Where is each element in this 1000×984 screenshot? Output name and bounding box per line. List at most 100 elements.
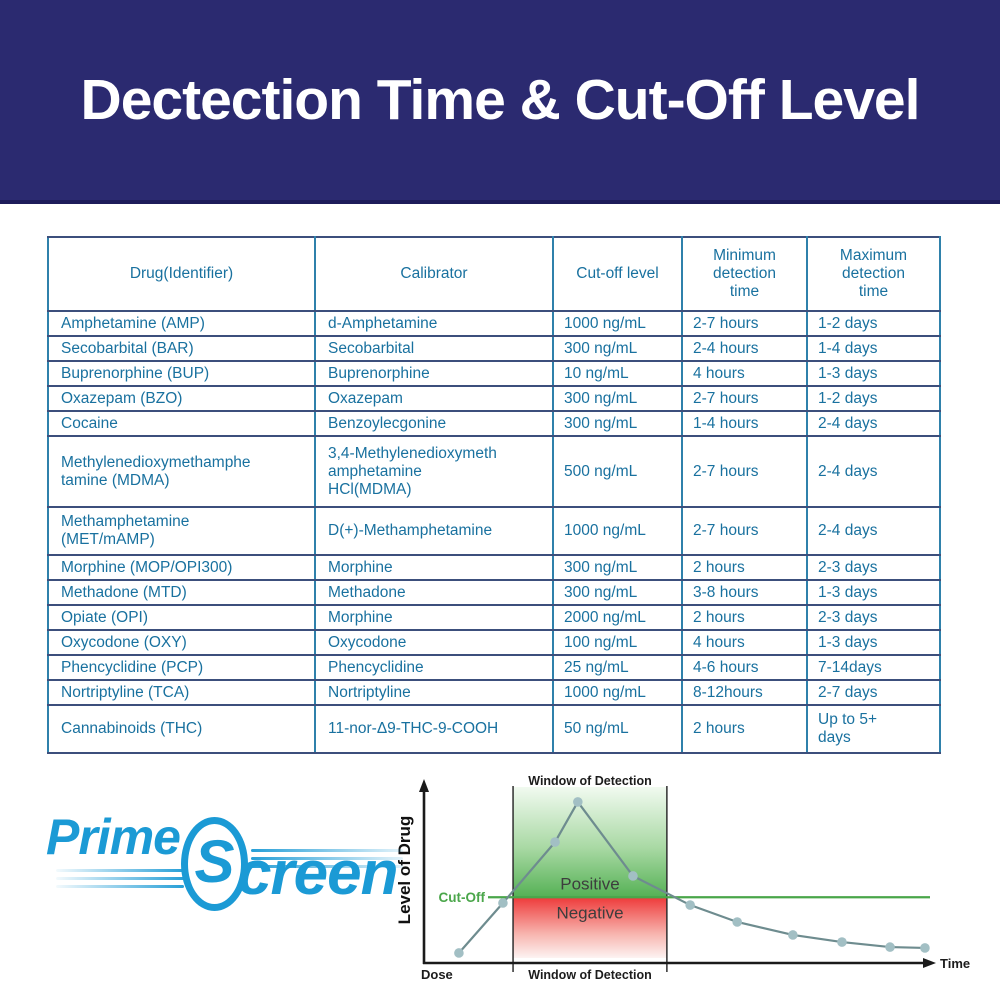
table-row: Opiate (OPI) Morphine 2000 ng/mL 2 hours 2-3…	[47, 604, 941, 631]
logo-s-letter: S	[194, 828, 235, 895]
table-cell-text: 2-7 hours	[693, 389, 759, 407]
table-row: Methylenedioxymethamphe tamine (MDMA) 3,4…	[47, 435, 941, 508]
table-cell: 50 ng/mL	[552, 704, 683, 754]
x-axis-arrow-icon	[923, 958, 936, 968]
table-cell: 25 ng/mL	[552, 654, 683, 681]
table-cell: 1-4 days	[806, 335, 941, 362]
table-cell: Nortriptyline	[314, 679, 554, 706]
table-cell-text: 50 ng/mL	[564, 720, 629, 737]
table-row: Nortriptyline (TCA) Nortriptyline 1000 ng/…	[47, 679, 941, 706]
table-cell: 11-nor-Δ9-THC-9-COOH	[314, 704, 554, 754]
table-cell: Nortriptyline (TCA)	[47, 679, 316, 706]
table-cell: 300 ng/mL	[552, 579, 683, 606]
table-cell-text: Buprenorphine	[328, 364, 430, 382]
table-row: Amphetamine (AMP) d-Amphetamine 1000 ng/mL…	[47, 310, 941, 337]
table-cell-text: 1-3 days	[818, 364, 878, 382]
table-cell-text: 2 hours	[693, 558, 745, 576]
table-cell: 2-4 days	[806, 435, 941, 508]
table-cell-text: Phencyclidine (PCP)	[61, 658, 204, 676]
chart-title-bottom: Window of Detection	[528, 968, 652, 982]
table-cell-text: 2-3 days	[818, 608, 878, 626]
y-axis	[419, 779, 429, 964]
table-cell-text: Benzoylecgonine	[328, 414, 447, 432]
table-cell: 4 hours	[681, 360, 808, 387]
negative-label: Negative	[556, 903, 623, 922]
table-cell: 2-7 hours	[681, 506, 808, 556]
table-cell-text: Cannabinoids (THC)	[61, 720, 203, 737]
table-cell-text: 2-7 hours	[693, 522, 759, 539]
data-point-dot	[885, 942, 895, 952]
table-cell-text: 1000 ng/mL	[564, 683, 646, 701]
y-axis-arrow-icon	[419, 779, 429, 792]
table-cell: 2-3 days	[806, 554, 941, 581]
table-cell-text: d-Amphetamine	[328, 314, 438, 332]
table-cell-text: Cocaine	[61, 414, 118, 432]
table-cell: Phencyclidine (PCP)	[47, 654, 316, 681]
table-cell: Methamphetamine (MET/mAMP)	[47, 506, 316, 556]
table-cell-text: 2 hours	[693, 608, 745, 626]
table-cell: Phencyclidine	[314, 654, 554, 681]
y-axis-label: Level of Drug	[395, 816, 414, 925]
table-cell: 2-4 days	[806, 506, 941, 556]
table-cell-text: 8-12hours	[693, 683, 763, 701]
table-cell-text: Nortriptyline (TCA)	[61, 683, 190, 701]
table-cell: 4 hours	[681, 629, 808, 656]
table-row: Cannabinoids (THC) 11-nor-Δ9-THC-9-COOH 50…	[47, 704, 941, 754]
column-header: Cut-off level	[552, 236, 683, 312]
table-cell-text: Methadone	[328, 583, 406, 601]
data-point-dot	[920, 943, 930, 953]
primescreen-logo: Prime S creen	[0, 780, 420, 970]
table-cell-text: Secobarbital	[328, 339, 415, 357]
table-cell: Oxycodone	[314, 629, 554, 656]
table-cell: 2 hours	[681, 554, 808, 581]
table-cell-text: Oxazepam (BZO)	[61, 389, 183, 407]
table-cell: 300 ng/mL	[552, 554, 683, 581]
table-cell: 7-14days	[806, 654, 941, 681]
table-cell-text: 2-7 days	[818, 683, 878, 701]
data-point-dot	[837, 937, 847, 947]
table-cell-text: 7-14days	[818, 658, 882, 676]
table-cell: 2-7 hours	[681, 385, 808, 412]
data-point-dot	[732, 917, 743, 927]
table-cell: d-Amphetamine	[314, 310, 554, 337]
table-row: Cocaine Benzoylecgonine 300 ng/mL 1-4 hours…	[47, 410, 941, 437]
logo-s-emblem: S	[181, 817, 248, 911]
table-cell: 300 ng/mL	[552, 335, 683, 362]
logo-text-creen: creen	[237, 839, 398, 908]
table-cell-text: Nortriptyline	[328, 683, 411, 701]
table-cell-text: 4-6 hours	[693, 658, 759, 676]
table-cell-text: 2-4 hours	[693, 339, 759, 357]
table-cell-text: Amphetamine (AMP)	[61, 314, 205, 332]
banner: Dectection Time & Cut-Off Level	[0, 0, 1000, 204]
table-cell: Morphine	[314, 554, 554, 581]
column-header-text: Cut-off level	[576, 265, 659, 282]
table-row: Methadone (MTD) Methadone 300 ng/mL 3-8 hou…	[47, 579, 941, 606]
logo-text-prime: Prime	[46, 809, 181, 865]
table-cell: 2-4 hours	[681, 335, 808, 362]
table-cell-text: Phencyclidine	[328, 658, 424, 676]
table-cell-text: 300 ng/mL	[564, 583, 638, 601]
table-cell-text: 11-nor-Δ9-THC-9-COOH	[328, 720, 499, 737]
table-cell-text: Secobarbital (BAR)	[61, 339, 194, 357]
column-header: Maximum detection time	[806, 236, 941, 312]
table-cell-text: 25 ng/mL	[564, 658, 629, 676]
table-cell: 500 ng/mL	[552, 435, 683, 508]
table-cell: Buprenorphine (BUP)	[47, 360, 316, 387]
table-header: Drug(Identifier) Calibrator Cut-off level M…	[47, 236, 941, 312]
table-cell-text: Morphine	[328, 608, 393, 626]
table-cell: D(+)-Methamphetamine	[314, 506, 554, 556]
table-row: Oxycodone (OXY) Oxycodone 100 ng/mL 4 hours…	[47, 629, 941, 656]
column-header: Calibrator	[314, 236, 554, 312]
table-cell: Secobarbital	[314, 335, 554, 362]
table-header-row: Drug(Identifier) Calibrator Cut-off level M…	[47, 236, 941, 312]
table-cell: Up to 5+ days	[806, 704, 941, 754]
table-cell: Oxazepam (BZO)	[47, 385, 316, 412]
table-cell: 8-12hours	[681, 679, 808, 706]
table-cell: Benzoylecgonine	[314, 410, 554, 437]
table-cell: Methadone (MTD)	[47, 579, 316, 606]
table-row: Oxazepam (BZO) Oxazepam 300 ng/mL 2-7 hours…	[47, 385, 941, 412]
table-cell: Morphine (MOP/OPI300)	[47, 554, 316, 581]
table-cell-text: 2 hours	[693, 720, 745, 737]
table-cell-text: Opiate (OPI)	[61, 608, 148, 626]
table-cell-text: Methylenedioxymethamphe tamine (MDMA)	[61, 453, 251, 489]
